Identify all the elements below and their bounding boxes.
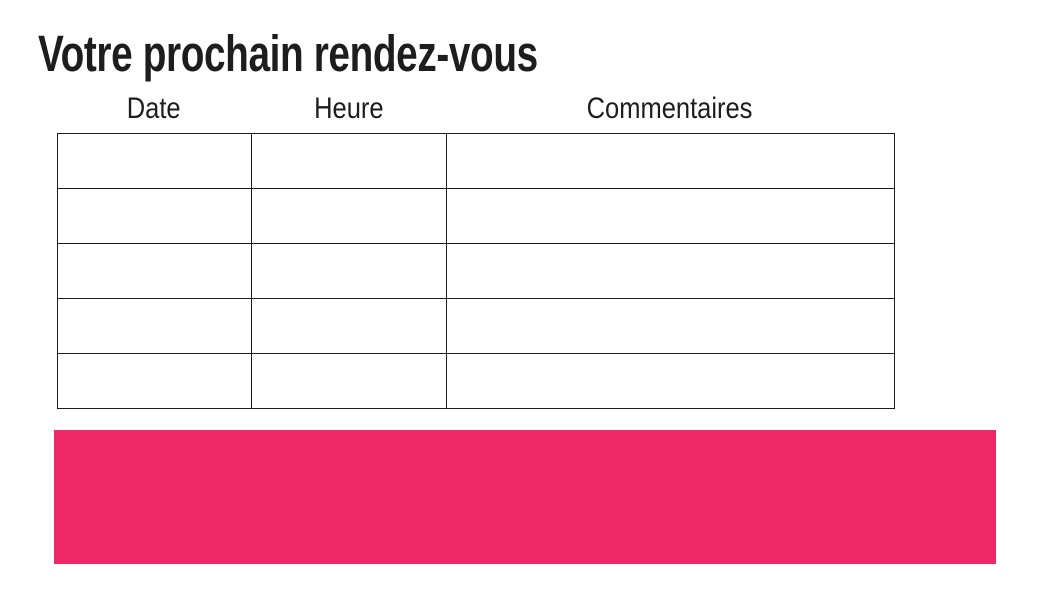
column-header-commentaires: Commentaires xyxy=(446,90,894,128)
table-row xyxy=(57,188,895,244)
table-row xyxy=(57,353,895,409)
column-header-heure-label: Heure xyxy=(313,92,384,125)
table-cell-commentaires xyxy=(446,188,895,244)
table-cell-date xyxy=(57,188,252,244)
table-cell-commentaires xyxy=(446,298,895,354)
table-cell-date xyxy=(57,298,252,354)
table-header-row: Date Heure Commentaires xyxy=(57,90,894,128)
table-cell-heure xyxy=(251,353,447,409)
column-header-commentaires-label: Commentaires xyxy=(587,92,753,125)
table-cell-commentaires xyxy=(446,353,895,409)
page-title: Votre prochain rendez-vous xyxy=(38,25,538,82)
table-cell-date xyxy=(57,353,252,409)
table-cell-heure xyxy=(251,298,447,354)
table-cell-date xyxy=(57,133,252,189)
column-header-date: Date xyxy=(57,90,251,128)
table-cell-heure xyxy=(251,133,447,189)
column-header-date-label: Date xyxy=(127,92,181,125)
column-header-heure: Heure xyxy=(251,90,446,128)
table-row xyxy=(57,298,895,354)
table-cell-heure xyxy=(251,243,447,299)
table-cell-commentaires xyxy=(446,243,895,299)
accent-band xyxy=(54,430,996,564)
table-cell-commentaires xyxy=(446,133,895,189)
table-cell-date xyxy=(57,243,252,299)
table-row xyxy=(57,133,895,189)
table-cell-heure xyxy=(251,188,447,244)
appointments-table xyxy=(57,133,895,409)
table-row xyxy=(57,243,895,299)
